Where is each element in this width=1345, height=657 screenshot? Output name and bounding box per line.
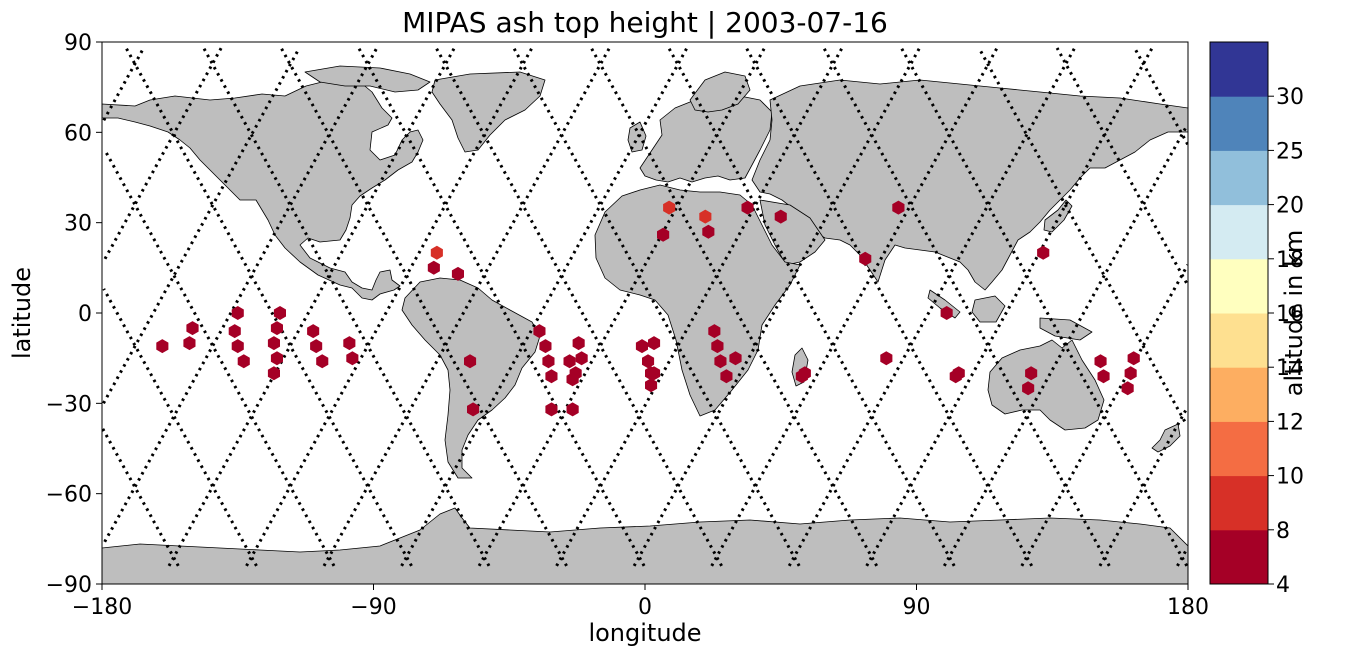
colorbar-label: altitude in km [1280,230,1308,397]
x-tick-label: −180 [72,595,132,620]
x-tick-label: 0 [638,595,652,620]
colorbar-segment [1210,42,1268,97]
chart-title: MIPAS ash top height | 2003-07-16 [402,6,888,39]
y-tick-label: −30 [46,392,92,417]
colorbar-tick-label: 20 [1276,194,1304,219]
colorbar-segment [1210,530,1268,585]
y-tick-label: 30 [64,212,92,237]
colorbar-segment [1210,421,1268,476]
x-tick-label: 180 [1167,595,1209,620]
colorbar-segment [1210,150,1268,205]
y-axis-label: latitude [8,267,36,359]
y-tick-label: −60 [46,483,92,508]
map-area [102,42,1188,584]
colorbar-segment [1210,476,1268,531]
colorbar-tick-label: 4 [1276,573,1290,598]
y-tick-label: 90 [64,31,92,56]
x-axis-label: longitude [588,619,701,647]
colorbar-tick-label: 8 [1276,519,1290,544]
x-tick-label: 90 [903,595,931,620]
y-tick-label: 0 [78,302,92,327]
colorbar-tick-label: 25 [1276,139,1304,164]
colorbar-tick-label: 12 [1276,410,1304,435]
y-tick-label: −90 [46,573,92,598]
colorbar-segment [1210,205,1268,260]
colorbar-segment [1210,96,1268,151]
x-tick-label: −90 [350,595,396,620]
colorbar-tick-label: 10 [1276,465,1304,490]
colorbar-segment [1210,313,1268,368]
y-tick-label: 60 [64,121,92,146]
colorbar-segment [1210,367,1268,422]
colorbar-tick-label: 30 [1276,85,1304,110]
colorbar-segment [1210,259,1268,314]
